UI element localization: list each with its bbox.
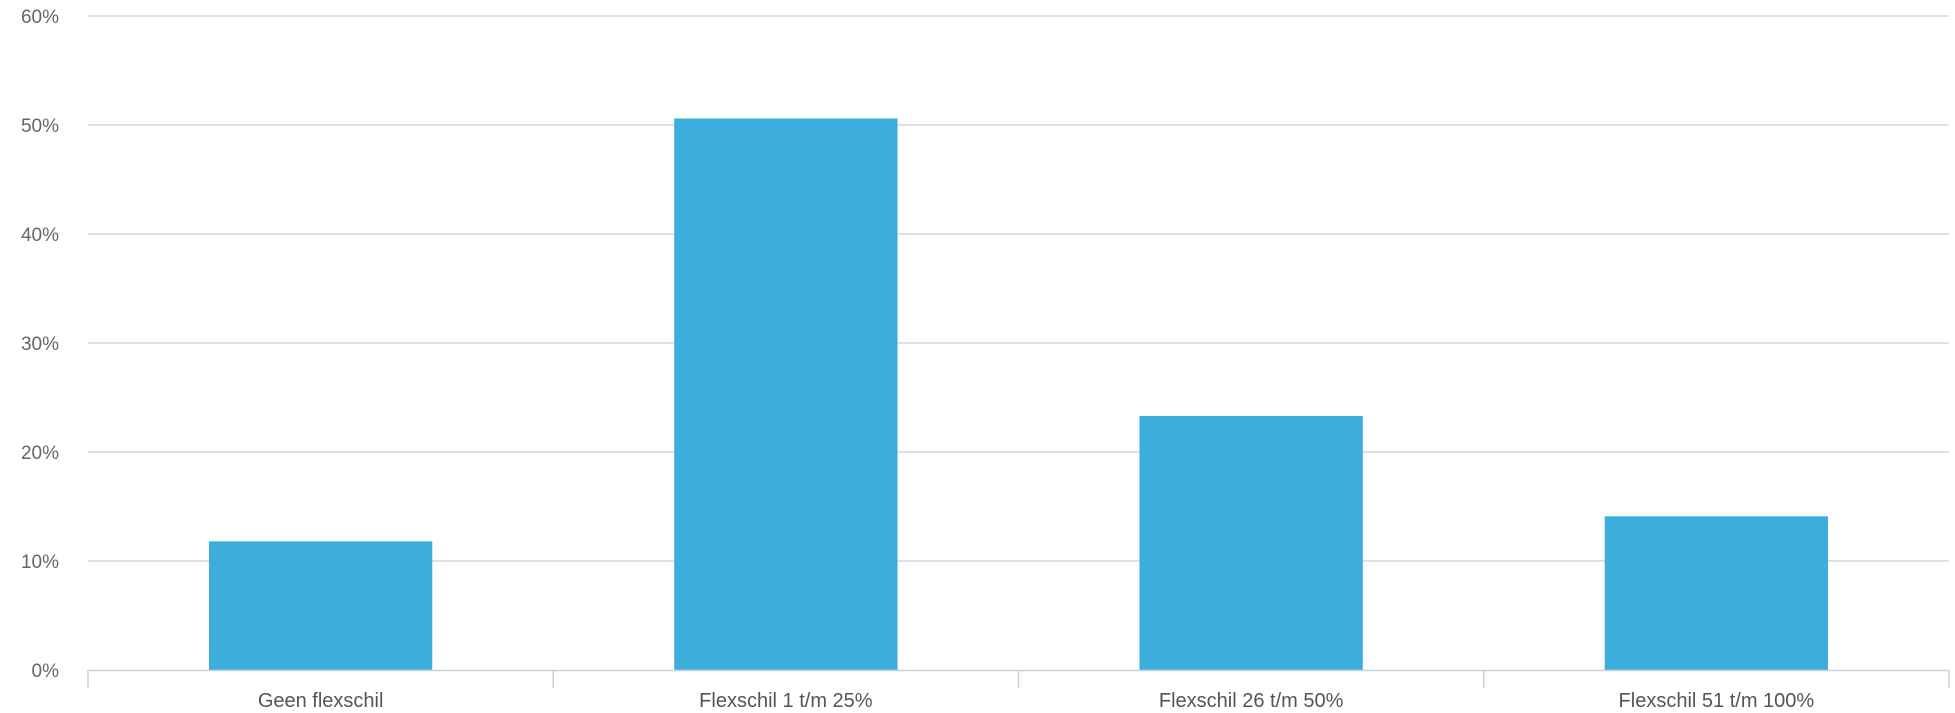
bar — [208, 541, 433, 670]
x-axis-category-labels: Geen flexschil Flexschil 1 t/m 25% Flexsch… — [258, 690, 1815, 712]
y-tick-label: 60% — [21, 7, 59, 28]
x-category-label: Flexschil 51 t/m 100% — [1619, 690, 1815, 712]
x-category-label: Geen flexschil — [258, 690, 384, 712]
grid-lines — [88, 15, 1949, 562]
x-category-label: Flexschil 26 t/m 50% — [1159, 690, 1344, 712]
y-tick-label: 0% — [32, 661, 60, 682]
y-tick-label: 50% — [21, 116, 59, 137]
bar — [1604, 516, 1829, 670]
bar — [674, 118, 898, 670]
y-tick-label: 20% — [21, 443, 59, 464]
x-category-label: Flexschil 1 t/m 25% — [699, 690, 873, 712]
y-tick-label: 30% — [21, 334, 59, 355]
x-axis — [87, 669, 1950, 688]
y-axis-tick-labels: 0% 10% 20% 30% 40% 50% 60% — [21, 7, 59, 682]
y-tick-label: 40% — [21, 225, 59, 246]
y-tick-label: 10% — [21, 552, 59, 573]
bar — [1139, 416, 1363, 670]
bars — [208, 118, 1829, 670]
